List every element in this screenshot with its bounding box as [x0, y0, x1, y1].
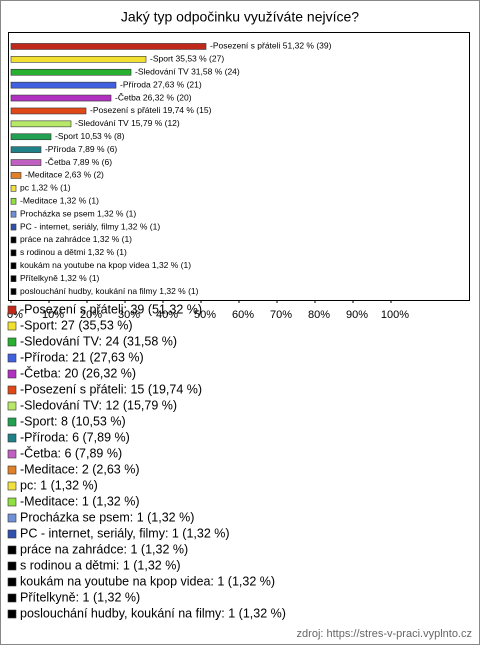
- bar: [10, 107, 87, 115]
- legend-swatch: [7, 465, 17, 475]
- legend-label: Procházka se psem: 1 (1,32 %): [20, 510, 194, 524]
- value-label: PC - internet, seriály, filmy 1,32 % (1): [20, 221, 160, 231]
- legend-swatch: [7, 481, 17, 491]
- legend-label: -Meditace: 2 (2,63 %): [20, 462, 140, 476]
- value-label: -Sport 35,53 % (27): [150, 54, 224, 64]
- value-label: s rodinou a dětmi 1,32 % (1): [20, 247, 127, 257]
- legend-label: -Příroda: 21 (27,63 %): [20, 350, 144, 364]
- legend-label: Přítelkyně: 1 (1,32 %): [20, 590, 140, 604]
- legend-swatch: [7, 305, 17, 315]
- legend-swatch: [7, 401, 17, 411]
- value-label: -Příroda 7,89 % (6): [45, 144, 117, 154]
- legend-swatch: [7, 369, 17, 379]
- bar: [10, 236, 17, 244]
- legend-label: poslouchání hudby, koukání na filmy: 1 (…: [20, 606, 286, 620]
- legend-label: -Sledování TV: 12 (15,79 %): [20, 398, 177, 412]
- legend-label: -Četba: 6 (7,89 %): [20, 445, 122, 460]
- value-label: -Příroda 27,63 % (21): [120, 79, 202, 89]
- value-label: -Posezení s přáteli 51,32 % (39): [210, 41, 332, 51]
- legend-swatch: [7, 417, 17, 427]
- bar: [10, 275, 17, 282]
- bar: [10, 262, 17, 270]
- legend-swatch: [7, 545, 17, 555]
- legend-label: -Posezení s přáteli: 15 (19,74 %): [20, 382, 202, 396]
- legend-swatch: [7, 609, 17, 619]
- bar: [10, 197, 17, 205]
- legend-swatch: [7, 577, 17, 587]
- x-tick-label: 40%: [156, 309, 178, 321]
- legend-label: -Meditace: 1 (1,32 %): [20, 494, 140, 508]
- legend-swatch: [7, 385, 17, 395]
- value-label: Procházka se psem 1,32 % (1): [20, 208, 136, 218]
- legend-label: práce na zahrádce: 1 (1,32 %): [20, 542, 188, 556]
- value-label: práce na zahrádce 1,32 % (1): [20, 234, 132, 244]
- value-label: -Sledování TV 15,79 % (12): [75, 118, 180, 128]
- legend-label: -Četba: 20 (26,32 %): [20, 365, 136, 380]
- bar: [10, 172, 22, 179]
- source: zdroj: https://stres-v-praci.vyplnto.cz: [297, 628, 472, 640]
- value-label: koukám na youtube na kpop videa 1,32 % (…: [20, 260, 191, 270]
- value-label: -Meditace 2,63 % (2): [25, 170, 104, 180]
- x-tick-label: 60%: [232, 309, 254, 321]
- legend-swatch: [7, 321, 17, 331]
- legend-swatch: [7, 561, 17, 571]
- legend-label: pc: 1 (1,32 %): [20, 478, 98, 492]
- x-tick-label: 70%: [270, 309, 292, 321]
- bar: [10, 210, 17, 218]
- bar: [10, 185, 17, 192]
- legend-label: -Sport: 8 (10,53 %): [20, 414, 126, 428]
- legend-swatch: [7, 529, 17, 539]
- value-label: -Sport 10,53 % (8): [55, 131, 125, 141]
- bar: [10, 94, 112, 102]
- legend-swatch: [7, 337, 17, 347]
- bar: [10, 223, 17, 231]
- value-label: -Četba 26,32 % (20): [115, 92, 192, 102]
- x-tick-label: 20%: [80, 309, 102, 321]
- bar: [10, 288, 17, 295]
- x-tick-label: 50%: [194, 309, 216, 321]
- x-tick-label: 90%: [346, 309, 368, 321]
- legend-label: s rodinou a dětmi: 1 (1,32 %): [20, 558, 181, 572]
- plot-area: [8, 32, 470, 301]
- bar: [10, 133, 52, 141]
- bar: [10, 120, 72, 128]
- bar: [10, 249, 17, 257]
- legend-label: PC - internet, seriály, filmy: 1 (1,32 %…: [20, 526, 230, 540]
- value-label: -Sledování TV 31,58 % (24): [135, 67, 240, 77]
- bar: [10, 146, 42, 153]
- chart-title: Jaký typ odpočinku využíváte nejvíce?: [121, 9, 359, 25]
- x-tick-label: 10%: [42, 309, 64, 321]
- value-label: Přítelkyně 1,32 % (1): [20, 273, 100, 283]
- x-tick-label: 100%: [381, 309, 409, 321]
- value-label: -Četba 7,89 % (6): [45, 157, 112, 167]
- x-tick-label: 80%: [308, 309, 330, 321]
- bar: [10, 56, 147, 63]
- legend-label: koukám na youtube na kpop videa: 1 (1,32…: [20, 574, 275, 588]
- legend-label: -Posezení s přáteli: 39 (51,32 %): [20, 302, 202, 316]
- value-label: -Meditace 1,32 % (1): [20, 196, 99, 206]
- legend-swatch: [7, 593, 17, 603]
- value-label: -Posezení s přáteli 19,74 % (15): [90, 105, 212, 115]
- value-label: poslouchání hudby, koukání na filmy 1,32…: [20, 286, 199, 296]
- value-label: pc 1,32 % (1): [20, 183, 71, 193]
- legend-swatch: [7, 433, 17, 443]
- legend-swatch: [7, 513, 17, 523]
- bar: [10, 43, 207, 50]
- legend-swatch: [7, 449, 17, 459]
- bar: [10, 159, 42, 166]
- bar: [10, 81, 117, 89]
- legend-swatch: [7, 497, 17, 507]
- bar: [10, 68, 132, 76]
- legend-label: -Příroda: 6 (7,89 %): [20, 430, 130, 444]
- legend-label: -Sport: 27 (35,53 %): [20, 318, 133, 332]
- legend-label: -Sledování TV: 24 (31,58 %): [20, 334, 177, 348]
- x-tick-label: 30%: [118, 309, 140, 321]
- legend-swatch: [7, 353, 17, 363]
